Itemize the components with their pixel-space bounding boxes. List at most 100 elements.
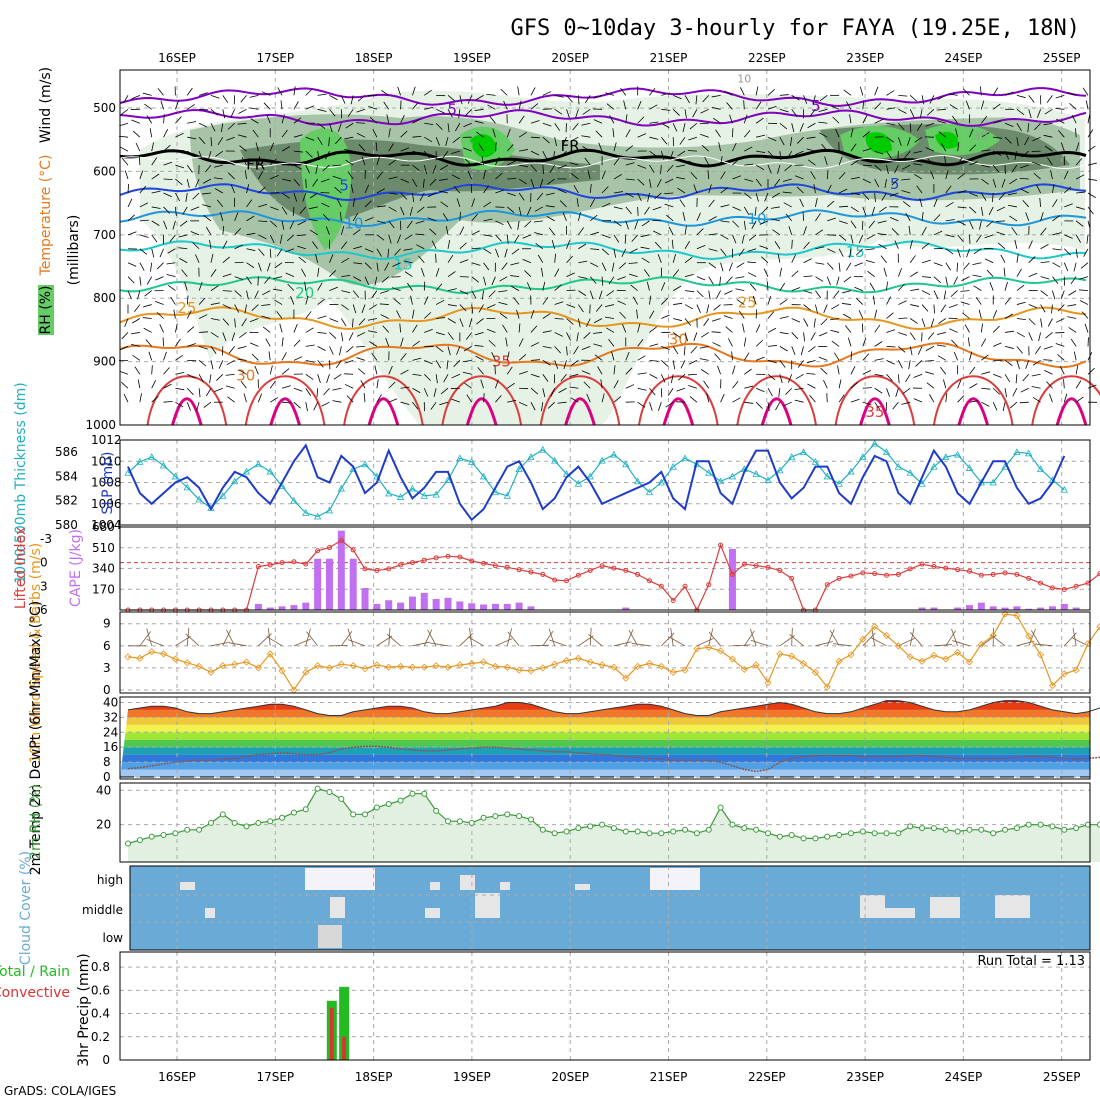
- wind-barb: [412, 373, 422, 376]
- wind-barb: [249, 342, 259, 347]
- wind-barb: [871, 206, 876, 216]
- wind-barb: [849, 248, 852, 258]
- wind-barb: [637, 387, 647, 391]
- wind-barb: [178, 234, 188, 238]
- wind-barb: [227, 396, 235, 403]
- wind-barb: [967, 337, 970, 347]
- wind-barb: [451, 150, 460, 155]
- temp-tick: 40: [103, 695, 118, 709]
- wind-barb: [1004, 360, 1013, 366]
- rh-point: [456, 818, 463, 825]
- wind-barb: [684, 256, 693, 264]
- wind-barb: [898, 122, 905, 131]
- cloud-level-label: high: [97, 873, 123, 887]
- wind-barb: [240, 380, 247, 389]
- isotherm-35: [1031, 375, 1100, 426]
- wind-barb: [589, 184, 592, 194]
- wind-barb: [905, 212, 911, 222]
- wind-barb: [672, 123, 678, 132]
- wind-speed-point: [906, 653, 914, 661]
- wind-barb: [877, 233, 887, 236]
- wind-barb: [175, 192, 180, 202]
- wind-barb: [743, 130, 751, 138]
- wind-barb: [518, 115, 525, 124]
- wind-barb: [530, 164, 538, 173]
- wind-barb: [279, 323, 283, 333]
- wind-barb: [459, 304, 467, 312]
- wind-barb: [699, 358, 709, 361]
- wind-barb: [589, 198, 595, 208]
- wind-barb: [347, 639, 366, 647]
- wind-barb: [286, 234, 295, 242]
- wind-barb: [581, 122, 591, 126]
- wind-barb: [712, 342, 721, 347]
- wind-barb: [671, 239, 674, 249]
- wind-barb: [1044, 145, 1053, 152]
- rh-point: [231, 819, 238, 826]
- lifted-index-line: [128, 539, 1100, 612]
- wind-barb: [422, 178, 425, 189]
- wind-barb: [554, 301, 564, 305]
- cape-bar: [1025, 608, 1033, 610]
- wind-barb: [530, 178, 535, 188]
- wind-barb: [921, 95, 925, 105]
- wind-barb: [766, 281, 769, 291]
- wind-barb: [483, 248, 492, 254]
- rh-point: [468, 819, 475, 826]
- wind-barb: [929, 95, 935, 104]
- rh-point: [907, 823, 914, 830]
- wind-barb: [412, 178, 418, 188]
- wind-barb: [1016, 332, 1025, 338]
- wind-barb: [167, 248, 176, 254]
- wind-barb: [507, 382, 515, 389]
- wind-barb: [547, 401, 555, 409]
- wind-barb: [1072, 628, 1077, 646]
- wind-barb: [210, 346, 217, 354]
- wind-barb: [921, 226, 927, 236]
- isotherm-40: [171, 397, 203, 426]
- wind-barb: [150, 262, 153, 272]
- wind-barb: [938, 318, 947, 324]
- thickness-point: [823, 472, 831, 480]
- wind-barb: [594, 354, 603, 361]
- wind-speed-point: [503, 663, 511, 671]
- wind-speed-point: [515, 666, 523, 674]
- wind-barb: [151, 365, 153, 375]
- wind-barb: [782, 178, 792, 182]
- wind-barb: [558, 387, 567, 393]
- wind-barb: [803, 258, 812, 264]
- wind-barb: [979, 86, 982, 96]
- wind-barb: [453, 185, 461, 194]
- wind-barb: [637, 372, 647, 375]
- wind-barb: [699, 346, 709, 349]
- wind-barb: [907, 137, 911, 146]
- wind-barb: [352, 229, 361, 236]
- wind-barb: [249, 94, 259, 98]
- wind-barb: [203, 215, 212, 222]
- wind-barb: [796, 136, 804, 144]
- wind-barb: [689, 122, 698, 130]
- wind-barb: [388, 220, 395, 229]
- wind-barb: [815, 304, 818, 314]
- rh-point: [895, 830, 902, 837]
- wind-barb: [751, 220, 757, 229]
- wind-barb: [305, 150, 313, 158]
- lifted-index-point: [516, 567, 522, 573]
- temp-tick: 24: [103, 725, 118, 739]
- wind-barb: [744, 385, 754, 389]
- wind-barb: [1040, 304, 1046, 313]
- wind-barb: [499, 276, 508, 282]
- wind-barb: [695, 95, 698, 105]
- wind-barb: [838, 172, 846, 180]
- wind-barb: [145, 339, 153, 347]
- wind-barb: [130, 343, 140, 347]
- wind-barb: [207, 151, 212, 160]
- wind-barb: [1024, 137, 1030, 146]
- wind-barb: [661, 297, 668, 305]
- wind-barb: [412, 192, 415, 202]
- wind-barb: [577, 212, 581, 221]
- rh-point: [409, 790, 416, 797]
- wind-barb: [859, 86, 864, 96]
- wind-barb: [539, 178, 544, 188]
- wind-barb: [317, 151, 320, 161]
